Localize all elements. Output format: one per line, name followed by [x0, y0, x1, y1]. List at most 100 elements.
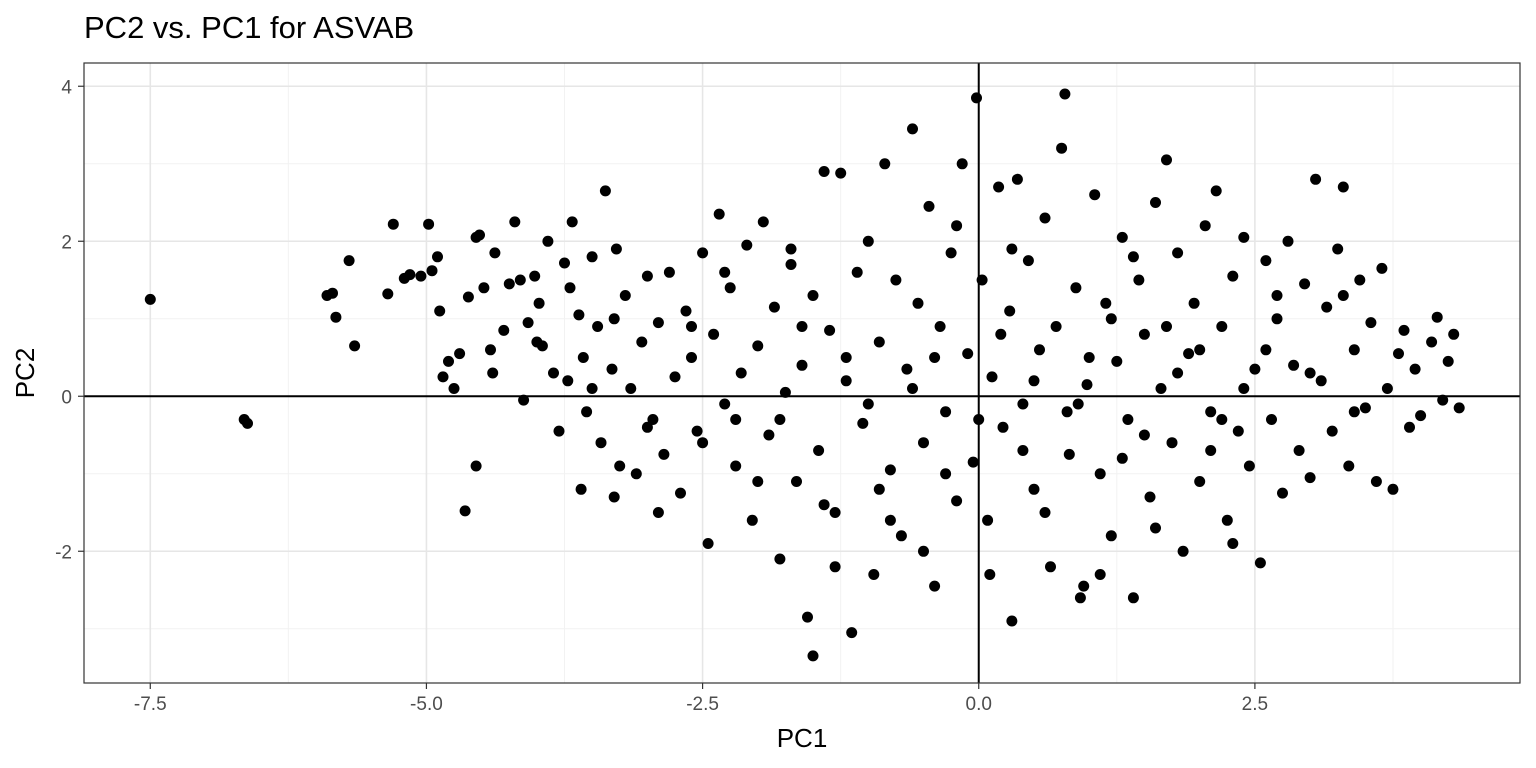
data-point	[1034, 344, 1045, 356]
data-point	[1061, 406, 1073, 418]
data-point	[498, 324, 510, 336]
data-point	[796, 321, 808, 332]
data-point	[735, 367, 747, 379]
data-point	[489, 247, 501, 259]
data-point	[840, 375, 852, 387]
y-axis-ticks: -2 0 2 4	[55, 77, 84, 563]
data-point	[1138, 328, 1150, 340]
data-point	[730, 414, 742, 425]
data-point	[1161, 321, 1172, 332]
y-tick-label: 4	[61, 77, 72, 98]
data-point	[470, 460, 482, 472]
data-point	[807, 290, 819, 301]
data-point	[986, 371, 998, 383]
data-point	[1260, 344, 1272, 356]
x-tick-label: -5.0	[410, 694, 443, 715]
x-axis-ticks: -7.5 -5.0 -2.5 0.0 2.5	[134, 683, 1268, 715]
data-point	[426, 265, 438, 277]
data-point	[929, 580, 941, 592]
data-point	[1337, 181, 1349, 193]
data-point	[242, 417, 253, 429]
data-point	[1260, 255, 1272, 267]
data-point	[824, 324, 836, 336]
data-point	[1299, 278, 1311, 290]
data-point	[802, 611, 813, 623]
data-point	[1127, 592, 1139, 604]
data-point	[934, 321, 946, 332]
data-point	[1415, 410, 1427, 422]
x-tick-label: -2.5	[686, 694, 719, 715]
data-point	[1127, 251, 1139, 263]
data-point	[625, 383, 637, 394]
data-point	[566, 216, 578, 228]
data-point	[641, 270, 653, 282]
data-point	[807, 650, 819, 662]
data-point	[741, 239, 753, 251]
data-point	[1074, 592, 1086, 604]
data-point	[1122, 414, 1134, 425]
x-axis-title: PC1	[777, 723, 828, 753]
data-point	[415, 270, 427, 282]
data-point	[774, 414, 786, 425]
data-point	[1442, 355, 1454, 367]
data-point	[1045, 561, 1056, 573]
data-point	[929, 352, 941, 363]
data-point	[829, 507, 841, 518]
data-point	[713, 208, 725, 220]
data-point	[592, 321, 604, 332]
data-point	[1022, 255, 1034, 267]
data-point	[1150, 522, 1161, 534]
data-point	[890, 274, 902, 286]
data-point	[1017, 398, 1029, 410]
data-point	[691, 425, 703, 437]
data-point	[971, 92, 982, 104]
data-point	[835, 167, 847, 179]
data-point	[434, 305, 446, 317]
data-point	[1078, 580, 1090, 592]
data-point	[1059, 88, 1071, 100]
data-point	[997, 421, 1009, 433]
data-point	[144, 293, 156, 305]
data-point	[879, 158, 891, 170]
data-point	[1409, 363, 1421, 375]
data-point	[774, 553, 786, 565]
data-point	[343, 255, 355, 267]
data-point	[522, 317, 534, 329]
data-point	[918, 545, 929, 557]
data-point	[1453, 402, 1465, 414]
chart-title: PC2 vs. PC1 for ASVAB	[84, 10, 414, 45]
data-point	[746, 514, 758, 526]
data-point	[1354, 274, 1366, 286]
data-point	[1172, 247, 1184, 259]
data-point	[1227, 538, 1239, 549]
data-point	[542, 235, 554, 247]
data-point	[559, 257, 570, 269]
data-point	[1050, 321, 1062, 332]
data-points	[144, 88, 1465, 662]
data-point	[1315, 375, 1327, 387]
data-point	[608, 313, 620, 325]
data-point	[1138, 429, 1150, 441]
data-point	[459, 505, 471, 517]
data-point	[658, 448, 670, 460]
data-point	[1321, 301, 1333, 313]
data-point	[697, 247, 709, 259]
data-point	[610, 243, 622, 255]
data-point	[327, 287, 338, 299]
data-point	[1105, 313, 1117, 325]
data-point	[647, 414, 659, 425]
data-point	[1393, 348, 1404, 360]
data-point	[757, 216, 769, 228]
data-point	[680, 305, 692, 317]
data-point	[630, 468, 642, 480]
data-point	[1398, 324, 1410, 336]
data-point	[518, 394, 530, 406]
data-point	[1238, 383, 1250, 394]
data-point	[1183, 348, 1195, 360]
data-point	[730, 460, 742, 472]
data-point	[1249, 363, 1261, 375]
data-point	[1144, 491, 1156, 503]
data-point	[1039, 507, 1051, 518]
data-point	[573, 309, 585, 321]
data-point	[846, 627, 858, 639]
